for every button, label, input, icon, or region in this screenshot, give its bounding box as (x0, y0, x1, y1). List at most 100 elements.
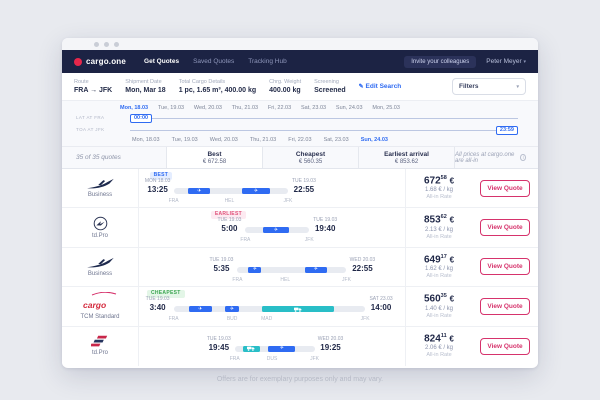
user-menu[interactable]: Peter Meyer ▾ (486, 58, 526, 65)
plane-icon: ✈ (279, 345, 284, 352)
tab-best[interactable]: Best € 672.58 (166, 147, 262, 168)
edit-search-label: Edit Search (365, 83, 402, 90)
truck-segment (261, 306, 335, 313)
view-quote-button[interactable]: View Quote (480, 219, 530, 237)
timeline-date: Thu, 21.03 (249, 137, 277, 143)
tab-cheapest-label: Cheapest (295, 150, 326, 158)
plane-icon: ✈ (253, 187, 259, 194)
timeline-date: Wed, 20.03 (193, 105, 222, 111)
airline-logo-stripes-icon (91, 336, 108, 347)
invite-colleagues-button[interactable]: Invite your colleagues (404, 55, 477, 68)
departure-stamp: TUE 19.03 5:35 (210, 257, 234, 273)
lat-slider[interactable]: 00:00 (130, 113, 518, 123)
brand-logo[interactable]: cargo.one (74, 57, 126, 66)
itinerary-bar: ✈ ✈ (237, 266, 347, 273)
tab-earliest-arrival[interactable]: Earliest arrival € 853.62 (358, 147, 454, 168)
timeline-date: Sun, 24.03 (335, 105, 363, 111)
brand-logo-icon (74, 57, 82, 66)
airline-logo-cargo-icon: cargo (83, 291, 117, 312)
timeline-date: Mon, 18.03 (132, 137, 160, 143)
airport-code: JFK (310, 355, 319, 362)
product-label: Business (87, 270, 113, 277)
departure-stamp: TUE 19.03 19:45 (207, 336, 231, 352)
arrival-time: 22:55 (352, 263, 373, 273)
tab-cheapest-price: € 560.35 (298, 158, 323, 165)
departure-date: TUE 19.03 (217, 217, 242, 224)
departure-time: 5:35 (213, 263, 230, 273)
top-navbar: cargo.one Get Quotes Saved Quotes Tracki… (62, 50, 538, 73)
field-screening-value: Screened (314, 87, 346, 94)
airline-logo-bird-icon (87, 257, 114, 267)
view-quote-button[interactable]: View Quote (480, 297, 530, 315)
all-in-note-text: All prices at cargo.one are all-in (455, 151, 515, 164)
departure-date: TUE 19.03 (206, 335, 231, 342)
per-kg-rate: 1.68 € / kg (424, 187, 454, 194)
view-quote-button[interactable]: View Quote (480, 179, 530, 197)
view-quote-button[interactable]: View Quote (480, 258, 530, 276)
arrival-date: SAT 23.03 (369, 296, 393, 303)
field-route-label: Route (74, 79, 89, 85)
timeline-date: Sat, 23.03 (301, 105, 327, 111)
flight-segment: ✈ (225, 306, 239, 313)
timeline-date: Mon, 18.03 (120, 105, 149, 111)
departure-stamp: MON 18.03 13:25 (145, 178, 171, 194)
timeline-date: Sat, 23.03 (323, 137, 349, 143)
nav-item-saved-quotes[interactable]: Saved Quotes (193, 58, 235, 65)
nav-item-get-quotes[interactable]: Get Quotes (144, 58, 180, 65)
per-kg-rate: 1.62 € / kg (424, 266, 454, 273)
field-shipment-date: Shipment Date Mon, Mar 18 (125, 79, 165, 94)
view-quote-button[interactable]: View Quote (480, 337, 530, 355)
quote-row[interactable]: td.Pro TUE 19.03 19:45 ✈ WED 20.03 19:25… (62, 326, 538, 366)
arrival-time: 19:40 (314, 224, 336, 234)
arrival-date: WED 20.03 (349, 256, 376, 263)
lat-label: LAT AT FRA (76, 115, 105, 120)
departure-time: 19:45 (208, 342, 230, 352)
window-control-maximize[interactable] (114, 41, 119, 47)
departure-time: 13:25 (147, 185, 168, 194)
browser-window: cargo.one Get Quotes Saved Quotes Tracki… (62, 38, 538, 368)
info-icon[interactable]: i (520, 154, 526, 161)
airport-code: HEL (224, 198, 235, 204)
all-in-rate-label: All-in Rate (426, 194, 452, 201)
timeline-date: Sun, 24.03 (360, 137, 388, 143)
airport-code: FRA (168, 316, 179, 323)
airport-code: FRA (240, 237, 251, 244)
departure-date: TUE 19.03 (209, 256, 234, 263)
tab-best-label: Best (207, 150, 222, 158)
quotes-count: 35 of 35 quotes (76, 154, 121, 161)
quote-row[interactable]: Business TUE 19.03 5:35 ✈ ✈ WED 20.03 22… (62, 247, 538, 288)
window-control-minimize[interactable] (104, 41, 109, 47)
tab-cheapest[interactable]: Cheapest € 560.35 (262, 147, 358, 168)
plane-icon: ✈ (197, 187, 202, 194)
week-timeline: Mon, 18.03 Tue, 19.03 Wed, 20.03 Thu, 21… (62, 101, 538, 147)
quote-price: 56035 € (423, 293, 455, 305)
lat-slider-handle[interactable]: 00:00 (130, 113, 153, 123)
field-route-value: FRA → JFK (74, 87, 113, 94)
field-cargo-details-value: 1 pc, 1.65 m³, 400.00 kg (178, 87, 257, 94)
product-label: TCM Standard (80, 313, 120, 320)
edit-search-link[interactable]: ✎ Edit Search (359, 83, 402, 90)
departure-time: 3:40 (149, 303, 166, 313)
toa-slider-handle[interactable]: 23:59 (495, 125, 518, 135)
arrival-stamp: TUE 19.03 22:55 (292, 178, 316, 194)
tab-best-price: € 672.58 (202, 158, 227, 165)
window-control-close[interactable] (94, 41, 99, 47)
all-in-rate-label: All-in Rate (426, 273, 452, 280)
pencil-icon: ✎ (358, 84, 364, 90)
arrival-stamp: WED 20.03 22:55 (350, 257, 376, 273)
plane-icon: ✈ (313, 266, 318, 273)
flight-segment: ✈ (188, 187, 211, 194)
timeline-date: Fri, 22.03 (288, 137, 312, 143)
toa-slider[interactable]: 23:59 (130, 125, 518, 135)
tab-earliest-arrival-price: € 853.62 (394, 158, 419, 165)
filters-button[interactable]: Filters ▾ (452, 78, 526, 95)
nav-item-tracking-hub[interactable]: Tracking Hub (248, 58, 287, 65)
field-chargeable-weight-value: 400.00 kg (269, 87, 301, 94)
field-chargeable-weight-label: Chrg. Weight (269, 79, 302, 85)
quote-row[interactable]: cargo TCM Standard CHEAPEST TUE 19.03 3:… (62, 287, 538, 327)
quote-price: 67258 € (423, 175, 455, 187)
arrival-time: 19:25 (320, 342, 341, 352)
quote-row[interactable]: td.Pro EARLIEST TUE 19.03 5:00 ✈ TUE 19.… (62, 208, 538, 248)
quote-row[interactable]: Business BEST MON 18.03 13:25 ✈ ✈ TUE 19… (62, 169, 538, 209)
toa-label: TOA AT JFK (76, 127, 105, 132)
